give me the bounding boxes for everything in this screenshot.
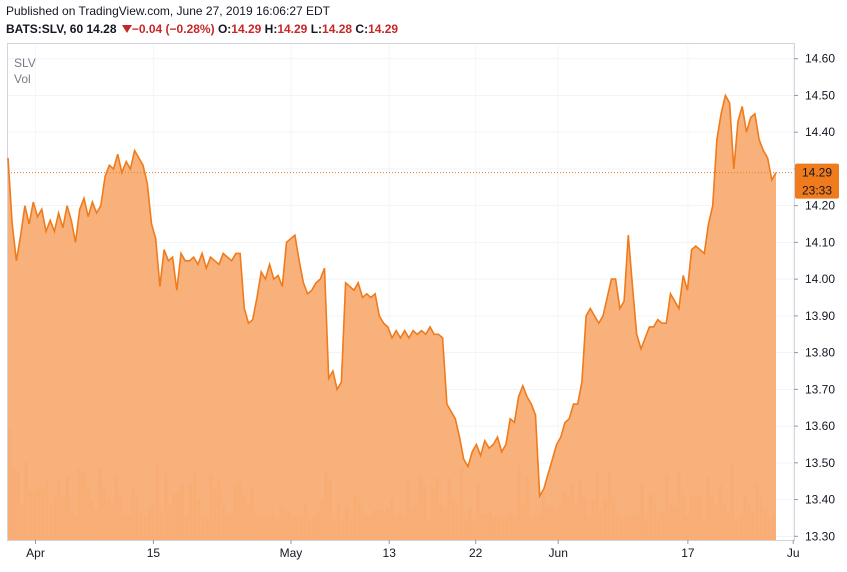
y-tick-label: 13.70 — [805, 382, 835, 396]
y-tick-label: 13.40 — [805, 493, 835, 507]
chart-pane-border — [7, 43, 795, 541]
last-price: 14.28 — [86, 22, 117, 36]
last-price-tag-bg — [795, 163, 839, 199]
x-tick-label: 22 — [469, 546, 483, 560]
x-tick-label: 15 — [147, 546, 161, 560]
low-value: 14.28 — [322, 22, 353, 36]
high-label: H: — [264, 22, 278, 36]
y-tick-label: 14.10 — [805, 235, 835, 249]
y-tick-label: 14.40 — [805, 125, 835, 139]
y-tick-label: 14.20 — [805, 199, 835, 213]
y-tick-label: 14.00 — [805, 272, 835, 286]
price-line — [7, 93, 777, 499]
open-value: 14.29 — [231, 22, 262, 36]
low-label: L: — [310, 22, 323, 36]
last-price-tag: 14.29 23:33 — [795, 163, 839, 199]
close-label: C: — [355, 22, 369, 36]
down-arrow-icon — [121, 25, 132, 33]
y-tick-label: 13.30 — [805, 529, 835, 543]
y-tick-label: 14.50 — [805, 88, 835, 102]
open-label: O: — [217, 22, 232, 36]
price-area — [8, 95, 776, 541]
published-caption: Published on TradingView.com, June 27, 2… — [6, 4, 330, 18]
y-tick-label: 13.80 — [805, 346, 835, 360]
x-tick-label: Apr — [26, 546, 45, 560]
time-axis[interactable]: Apr 15 May 13 22 Jun 17 Ju — [26, 540, 800, 560]
x-tick-label: Ju — [787, 546, 800, 560]
y-tick-label: 13.90 — [805, 309, 835, 323]
price-change: −0.04 (−0.28%) — [131, 22, 215, 36]
x-tick-label: Jun — [549, 546, 568, 560]
symbol-label: BATS:SLV, 60 — [6, 22, 84, 36]
y-tick-label: 14.60 — [805, 52, 835, 66]
high-value: 14.29 — [277, 22, 308, 36]
x-tick-label: 17 — [681, 546, 695, 560]
y-tick-label: 13.60 — [805, 419, 835, 433]
price-axis[interactable]: 13.30 13.40 13.50 13.60 13.70 13.80 13.90 14.00… — [794, 52, 835, 544]
close-value: 14.29 — [368, 22, 399, 36]
last-price-tag-countdown: 23:33 — [802, 184, 832, 198]
x-tick-label: 13 — [383, 546, 397, 560]
y-tick-label: 13.50 — [805, 456, 835, 470]
legend-symbol: SLV — [14, 56, 36, 70]
quote-line: BATS:SLV, 60 14.28 −0.04 (−0.28%) O:14.2… — [6, 22, 398, 36]
legend-volume: Vol — [14, 72, 31, 86]
last-price-tag-price: 14.29 — [802, 166, 832, 180]
x-tick-label: May — [280, 546, 303, 560]
